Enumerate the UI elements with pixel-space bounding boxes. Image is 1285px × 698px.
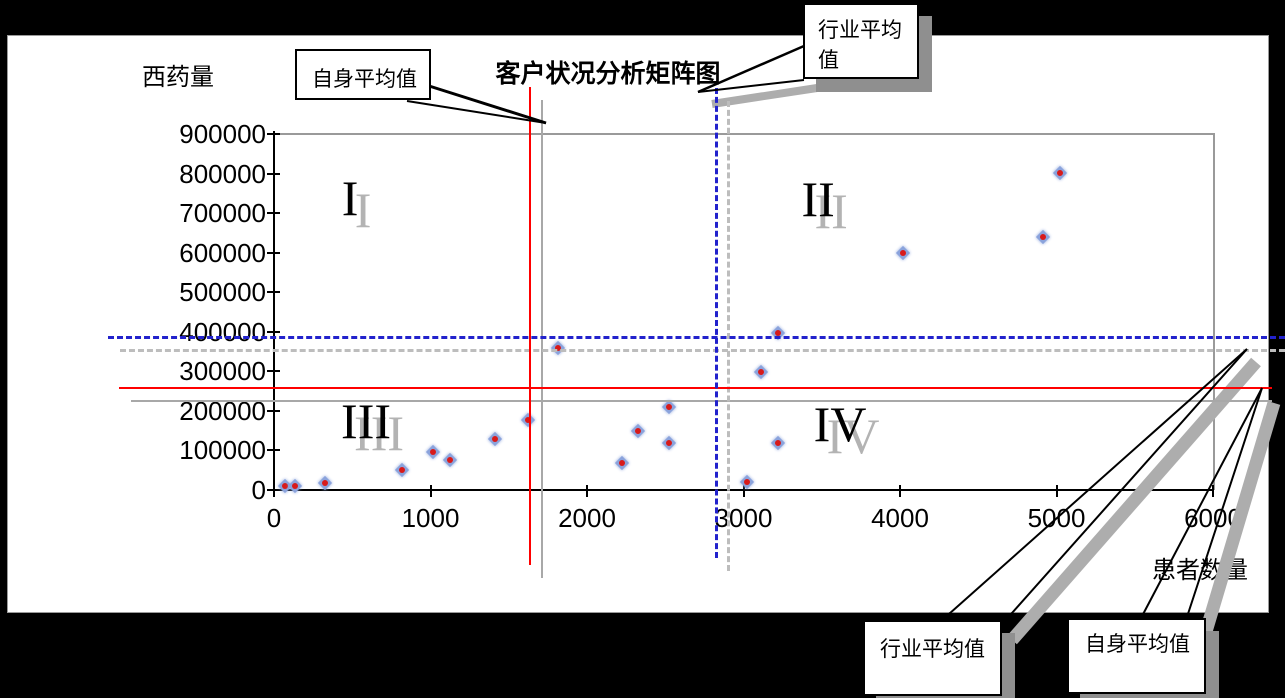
y-tick-label: 800000 (179, 158, 266, 189)
data-point-core (664, 438, 674, 448)
data-point-core (664, 402, 674, 412)
x-tick-label: 1000 (401, 503, 460, 533)
y-tick-label: 100000 (179, 435, 266, 466)
quadrant-label: II (801, 171, 835, 228)
callout-own-average-top-label: 自身平均值 (312, 68, 417, 91)
industry-average-hline-shadow (120, 348, 1285, 352)
own-average-hline[interactable] (119, 387, 1272, 390)
callout-industry-average-top[interactable]: 行业平均值 (803, 3, 919, 79)
y-tick-label: 0 (251, 475, 266, 505)
quadrant-label-shadow: III (354, 405, 404, 462)
industry-average-vline[interactable] (715, 88, 719, 558)
data-point-core (1056, 168, 1065, 178)
data-point-core (1038, 232, 1048, 242)
quadrant-label-shadow: I (354, 182, 372, 239)
y-tick (267, 212, 280, 215)
y-tick-label: 600000 (179, 237, 266, 268)
x-tick-label: 4000 (871, 503, 929, 533)
chart-title[interactable]: 客户状况分析矩阵图 (495, 60, 721, 88)
data-point-core (898, 248, 908, 258)
x-tick-label: 0 (266, 503, 282, 533)
plot-border-top (273, 133, 1214, 135)
x-tick (1212, 485, 1214, 497)
data-point-core (445, 455, 455, 465)
quadrant-label: I (341, 170, 359, 227)
y-tick-label: 300000 (179, 356, 266, 387)
own-average-hline-shadow (131, 400, 1272, 403)
y-axis-line (273, 131, 275, 491)
data-point-core (633, 426, 643, 436)
industry-average-hline[interactable] (108, 335, 1285, 339)
callout-industry-average-bottom[interactable]: 行业平均值 (863, 620, 1002, 696)
x-tick (273, 485, 275, 497)
x-tick (742, 485, 745, 497)
callout-own-average-bottom[interactable]: 自身平均值 (1067, 618, 1206, 694)
y-tick-label: 900000 (179, 119, 266, 149)
data-point-core (490, 434, 499, 444)
quadrant-label-shadow: II (814, 183, 848, 240)
data-point-core (773, 438, 783, 448)
quadrant-label: III (341, 393, 391, 450)
y-tick (267, 251, 280, 254)
y-tick (267, 409, 280, 412)
data-point-core (398, 465, 407, 475)
y-tick (267, 489, 280, 491)
data-point-core (428, 447, 438, 457)
quadrant-label-shadow: IV (826, 407, 880, 464)
y-tick-label: 400000 (179, 316, 266, 347)
x-tick-label: 2000 (558, 503, 616, 533)
own-average-vline[interactable] (529, 87, 532, 565)
x-tick-label: 5000 (1027, 503, 1086, 533)
quadrant-label: IV (813, 395, 867, 452)
y-tick-label: 500000 (179, 277, 266, 308)
y-tick (267, 133, 280, 135)
data-point-core (756, 367, 765, 377)
x-tick (586, 485, 588, 497)
y-tick (267, 449, 280, 452)
x-tick (429, 485, 432, 497)
callout-industry-average-top-label: 行业平均值 (818, 19, 902, 72)
y-axis-title: 西药量 (142, 64, 214, 91)
data-point-core (320, 478, 330, 488)
y-tick (267, 172, 280, 175)
y-tick (267, 291, 280, 294)
data-point-core (742, 477, 751, 487)
own-average-vline-shadow (541, 100, 544, 578)
y-tick (267, 330, 280, 333)
y-tick-label: 700000 (179, 198, 266, 229)
x-tick-label: 6000 (1184, 503, 1242, 533)
plot-border-right (1213, 133, 1215, 490)
x-tick (1055, 485, 1058, 497)
x-axis-title: 患者数量 (1152, 557, 1248, 584)
y-tick (267, 370, 280, 373)
data-point-core (290, 481, 300, 491)
callout-own-average-bottom-label: 自身平均值 (1085, 633, 1190, 656)
x-tick-label: 3000 (714, 503, 773, 533)
x-tick (899, 485, 901, 497)
callout-own-average-top[interactable]: 自身平均值 (295, 49, 431, 100)
callout-industry-average-bottom-label: 行业平均值 (880, 638, 985, 661)
data-point-core (617, 458, 627, 468)
